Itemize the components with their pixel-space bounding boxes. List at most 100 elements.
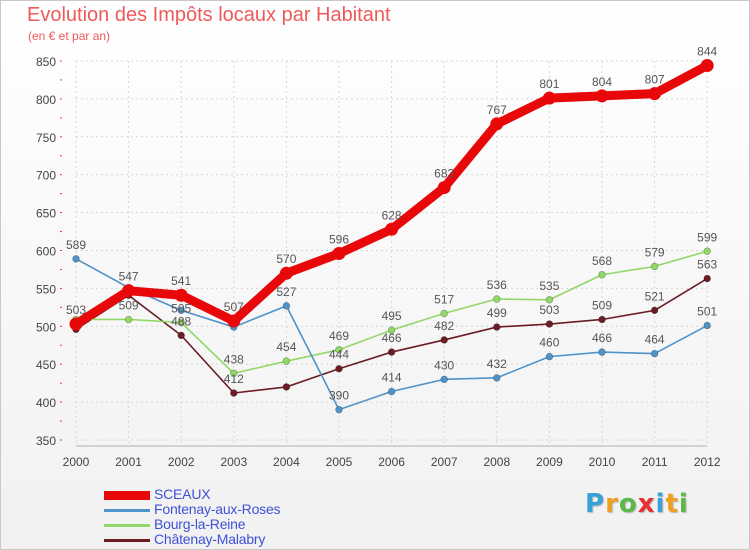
data-point bbox=[279, 266, 293, 280]
data-label: 412 bbox=[224, 372, 244, 386]
data-point bbox=[545, 352, 554, 361]
y-tick-label: 650 bbox=[36, 207, 56, 221]
legend-swatch bbox=[104, 523, 150, 527]
brand-letter: i bbox=[655, 489, 666, 519]
data-label: 444 bbox=[329, 348, 349, 362]
x-tick-label: 2009 bbox=[536, 455, 563, 469]
data-point bbox=[440, 309, 448, 318]
data-label: 488 bbox=[171, 314, 191, 328]
data-label: 414 bbox=[382, 370, 402, 384]
data-point bbox=[703, 321, 711, 330]
x-tick-label: 2012 bbox=[694, 455, 721, 469]
data-label: 503 bbox=[66, 303, 86, 317]
data-point bbox=[440, 375, 448, 384]
y-tick-label: 450 bbox=[36, 358, 56, 372]
data-label: 503 bbox=[539, 303, 559, 317]
data-label: 482 bbox=[434, 319, 454, 333]
data-label: 521 bbox=[645, 289, 665, 303]
data-label: 505 bbox=[171, 302, 191, 316]
data-point bbox=[493, 323, 501, 331]
legend-swatch bbox=[104, 538, 150, 542]
data-point bbox=[335, 346, 343, 354]
data-label: 683 bbox=[434, 167, 454, 181]
data-label: 807 bbox=[645, 73, 665, 87]
data-label: 596 bbox=[329, 233, 349, 247]
data-label: 535 bbox=[539, 279, 559, 293]
y-tick-label: 700 bbox=[36, 169, 56, 183]
data-label: 432 bbox=[487, 357, 507, 371]
data-point bbox=[490, 117, 504, 131]
data-label: 507 bbox=[224, 300, 244, 314]
data-point bbox=[69, 317, 83, 331]
data-point bbox=[177, 318, 185, 327]
data-point bbox=[545, 320, 554, 328]
legend-swatch bbox=[104, 490, 150, 500]
x-tick-label: 2007 bbox=[431, 455, 458, 469]
data-point bbox=[650, 349, 659, 358]
data-label: 570 bbox=[276, 252, 296, 266]
y-tick-label: 750 bbox=[36, 131, 56, 145]
data-point bbox=[650, 306, 659, 315]
legend-label: Bourg-la-Reine bbox=[154, 516, 246, 532]
data-point bbox=[282, 302, 291, 310]
series-lines bbox=[69, 59, 714, 414]
data-label: 460 bbox=[539, 336, 559, 350]
data-point bbox=[493, 374, 501, 382]
legend-swatch bbox=[104, 508, 150, 512]
brand-letter: t bbox=[665, 489, 679, 519]
x-tick-label: 2002 bbox=[168, 455, 195, 469]
data-label: 509 bbox=[592, 298, 612, 312]
data-label: 527 bbox=[276, 285, 296, 299]
data-label: 466 bbox=[382, 331, 402, 345]
data-labels: 503 547 541 507 570 596 628 683 767 801 804 807 844 5… bbox=[66, 45, 718, 403]
data-point bbox=[385, 222, 399, 236]
data-label: 517 bbox=[434, 292, 454, 306]
data-point bbox=[648, 87, 662, 101]
data-label: 563 bbox=[697, 258, 717, 272]
data-point bbox=[437, 181, 451, 195]
data-point bbox=[598, 348, 606, 356]
data-point bbox=[387, 348, 396, 356]
data-point bbox=[595, 89, 609, 103]
data-label: 568 bbox=[592, 254, 612, 268]
data-point bbox=[650, 262, 659, 271]
data-point bbox=[387, 387, 396, 396]
data-label: 844 bbox=[697, 45, 717, 59]
x-tick-label: 2004 bbox=[273, 455, 300, 469]
data-point bbox=[542, 91, 556, 105]
data-point bbox=[227, 314, 241, 328]
y-tick-label: 350 bbox=[36, 434, 56, 448]
data-point bbox=[440, 336, 448, 344]
x-tick-label: 2003 bbox=[220, 455, 247, 469]
y-tick-label: 800 bbox=[36, 93, 56, 107]
data-point bbox=[282, 357, 291, 365]
data-label: 499 bbox=[487, 306, 507, 320]
data-label: 589 bbox=[66, 238, 86, 252]
data-point bbox=[122, 284, 136, 298]
data-point bbox=[335, 405, 343, 414]
chart-subtitle: (en € et par an) bbox=[28, 29, 111, 43]
data-label: 801 bbox=[539, 77, 559, 91]
data-point bbox=[703, 247, 711, 255]
data-label: 469 bbox=[329, 329, 349, 343]
data-label: 804 bbox=[592, 75, 612, 89]
data-point bbox=[493, 295, 501, 303]
data-point bbox=[703, 274, 711, 283]
data-label: 438 bbox=[224, 352, 244, 366]
y-tick-label: 400 bbox=[36, 396, 56, 410]
y-tick-label: 850 bbox=[36, 55, 56, 69]
brand-letter: x bbox=[637, 489, 656, 519]
data-point bbox=[177, 306, 185, 315]
axes: 350 400 450 500 550 600 650 700 750 800 850 2000 200… bbox=[36, 55, 721, 469]
legend-label: SCEAUX bbox=[154, 486, 211, 502]
grid-lines bbox=[75, 60, 708, 446]
data-label: 495 bbox=[382, 309, 402, 323]
data-label: 501 bbox=[697, 305, 717, 319]
x-tick-label: 2011 bbox=[642, 455, 668, 469]
data-label: 509 bbox=[119, 298, 139, 312]
data-label: 767 bbox=[487, 103, 507, 117]
brand-letter: o bbox=[618, 489, 638, 519]
data-label: 628 bbox=[382, 208, 402, 222]
